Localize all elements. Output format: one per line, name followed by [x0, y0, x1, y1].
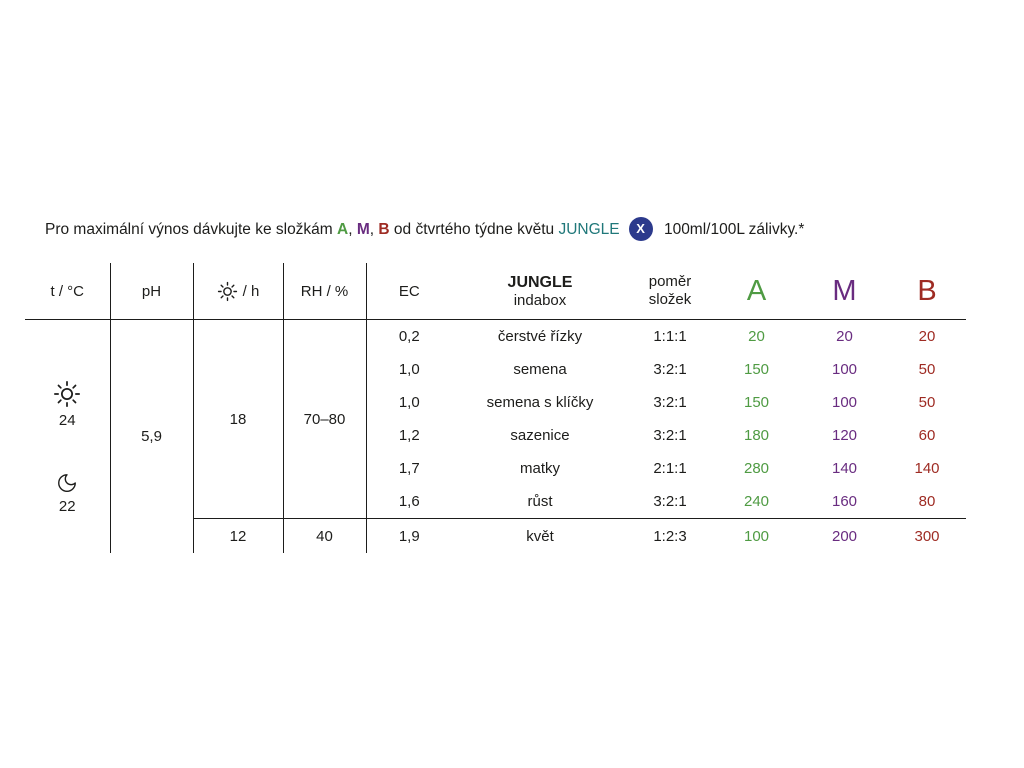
- sun-icon: [217, 281, 238, 302]
- header-component-b: B: [888, 263, 966, 321]
- header-ratio: poměr složek: [628, 263, 712, 321]
- header-light-hours: / h: [193, 263, 284, 321]
- dose-b: 300: [888, 518, 966, 554]
- dose-m: 140: [831, 460, 858, 478]
- component-m-label: M: [356, 221, 370, 239]
- header-row: t / °C pH: [25, 263, 966, 321]
- dosing-table: t / °C pH: [25, 263, 966, 554]
- dose-m: 100: [831, 394, 858, 412]
- day-sun-icon: [53, 380, 81, 408]
- dose-a: 180: [743, 427, 770, 445]
- stage-name: růst: [527, 493, 553, 511]
- light-hours-value: 18: [193, 319, 284, 519]
- stage-name: matky: [519, 460, 560, 478]
- ec-value: 1,6: [398, 493, 420, 511]
- dose-a: 280: [743, 460, 770, 478]
- header-ec: EC: [366, 263, 452, 321]
- dose-a: 100: [712, 518, 801, 554]
- ec-value: 1,9: [366, 518, 452, 554]
- dose-b: 20: [918, 328, 936, 346]
- ec-value: 0,2: [398, 328, 420, 346]
- component-b-label: B: [378, 221, 390, 239]
- header-component-a: A: [712, 263, 801, 321]
- temperature-cell: 24 22: [25, 319, 111, 554]
- ec-value: 1,0: [398, 361, 420, 379]
- content-area: Pro maximální výnos dávkujte ke složkám …: [25, 217, 966, 554]
- ec-value: 1,2: [398, 427, 420, 445]
- stage-name: květ: [452, 518, 628, 554]
- intro-sep2: ,: [369, 221, 379, 239]
- stage-name: čerstvé řízky: [497, 328, 583, 346]
- header-humidity: RH / %: [283, 263, 367, 321]
- table-row: 1,0 semena 3:2:1 150 100 50: [25, 353, 966, 386]
- header-component-m: M: [801, 263, 888, 321]
- ratio-value: 3:2:1: [653, 427, 687, 445]
- ratio-label-line2: složek: [648, 291, 692, 309]
- dose-m: 100: [831, 361, 858, 379]
- ratio-value: 3:2:1: [653, 493, 687, 511]
- light-hours-value: 12: [193, 518, 284, 554]
- header-temperature: t / °C: [25, 263, 111, 321]
- intro-mid: od čtvrtého týdne květu: [389, 221, 559, 239]
- ratio-value: 3:2:1: [653, 394, 687, 412]
- humidity-value: 40: [283, 518, 367, 554]
- header-ph: pH: [110, 263, 194, 321]
- stage-name: semena s klíčky: [486, 394, 594, 412]
- intro-text: Pro maximální výnos dávkujte ke složkám …: [45, 217, 966, 242]
- night-temperature: 22: [58, 497, 76, 515]
- dose-a: 20: [748, 328, 765, 346]
- ratio-value: 1:1:1: [653, 328, 687, 346]
- dose-b: 50: [918, 394, 936, 412]
- intro-sep1: ,: [348, 221, 357, 239]
- humidity-value: 70–80: [283, 319, 367, 519]
- product-name: JUNGLE: [507, 273, 573, 291]
- dose-a: 150: [743, 394, 770, 412]
- dose-m: 160: [831, 493, 858, 511]
- ratio-value: 3:2:1: [653, 361, 687, 379]
- header-product: JUNGLE indabox: [452, 263, 628, 321]
- product-subname: indabox: [513, 291, 567, 309]
- dose-a: 240: [743, 493, 770, 511]
- ec-value: 1,7: [398, 460, 420, 478]
- table-row: 24 22 5,9 18 70–80 0,2: [25, 319, 966, 554]
- dose-b: 80: [918, 493, 936, 511]
- ec-value: 1,0: [398, 394, 420, 412]
- night-moon-icon: [56, 472, 78, 494]
- dose-b: 50: [918, 361, 936, 379]
- table-row: 1,2 sazenice 3:2:1 180 120 60: [25, 419, 966, 452]
- dose-m: 200: [801, 518, 888, 554]
- dose-b: 60: [918, 427, 936, 445]
- table-row: 1,7 matky 2:1:1 280 140 140: [25, 452, 966, 485]
- dose-b: 140: [914, 460, 940, 478]
- dose-m: 20: [836, 328, 853, 346]
- stage-name: sazenice: [510, 427, 570, 445]
- table-row: 1,0 semena s klíčky 3:2:1 150 100 50: [25, 386, 966, 419]
- day-temperature: 24: [58, 411, 76, 429]
- light-hours-label: / h: [242, 282, 260, 300]
- dose-a: 150: [743, 361, 770, 379]
- dose-m: 120: [831, 427, 858, 445]
- component-x-badge: X: [628, 217, 653, 241]
- intro-post: 100ml/100L zálivky.*: [659, 221, 805, 239]
- ratio-value: 2:1:1: [653, 460, 687, 478]
- ratio-label-line1: poměr: [648, 273, 692, 291]
- table-row: 12 40 1,9 květ 1:2:3 100 200 300: [25, 518, 966, 554]
- brand-name: JUNGLE: [558, 221, 620, 239]
- table-row: 1,6 růst 3:2:1 240 160 80: [25, 485, 966, 519]
- intro-pre: Pro maximální výnos dávkujte ke složkám: [45, 221, 338, 239]
- component-a-label: A: [337, 221, 349, 239]
- ph-value: 5,9: [110, 319, 194, 554]
- ratio-value: 1:2:3: [628, 518, 712, 554]
- stage-name: semena: [513, 361, 567, 379]
